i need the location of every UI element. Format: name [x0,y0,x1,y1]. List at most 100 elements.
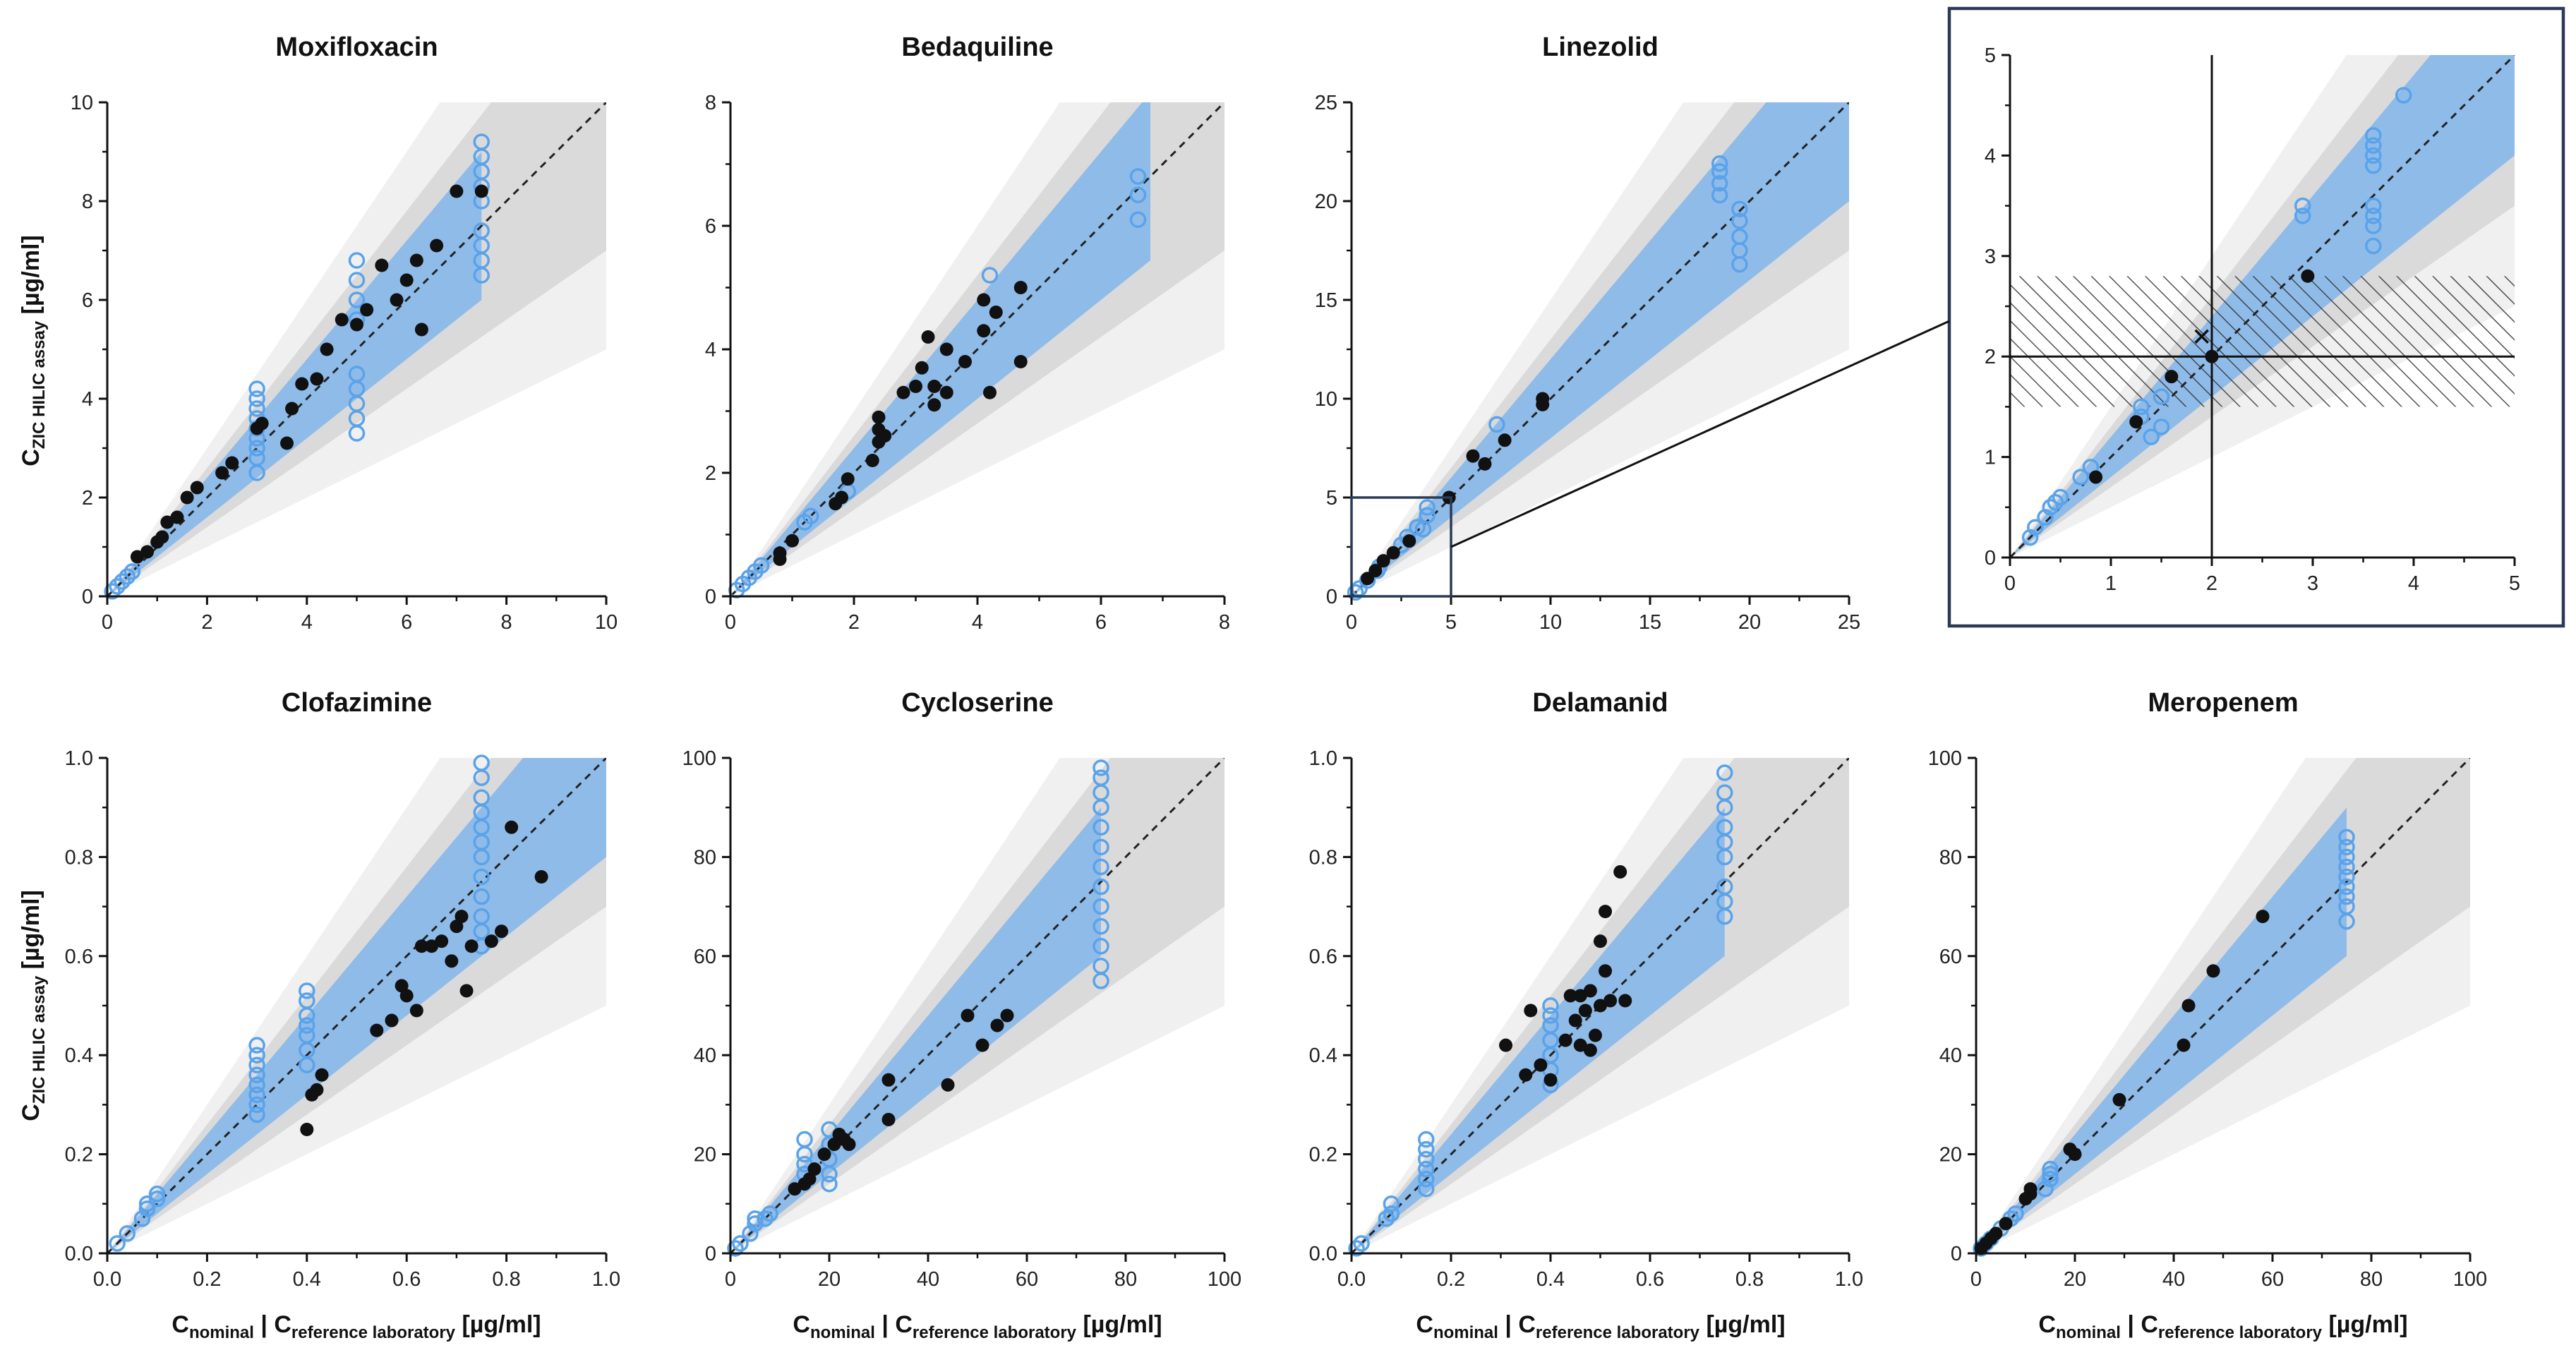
plot-area [1352,102,1849,596]
x-tick-label: 5 [1445,611,1457,634]
y-tick-label: 0.8 [65,846,93,869]
y-tick-label: 20 [1315,191,1337,213]
panel-3: 0 5 10 15 20 25 0 5 10 15 20 25 Linezolid [1315,32,1860,634]
plot-area [107,102,606,596]
x-tick-label: 0 [725,611,736,634]
y-label-subscript: ZIC HILIC assay [30,975,49,1104]
y-axis-label: CZIC HILIC assay [µg/ml] [18,890,49,1121]
panel-title: Moxifloxacin [275,32,438,62]
data-point-filled [215,466,229,480]
data-point-open [248,1076,265,1094]
data-point-filled [395,979,409,993]
panel-2: 0 2 4 6 8 0 2 4 6 8 Bedaquiline [705,32,1230,634]
data-point-open [2365,127,2382,144]
data-point-open [1716,878,1733,896]
data-point-open [802,507,819,524]
y-tick-label: 20 [1939,1144,1962,1167]
y-tick-label: 3 [1985,246,1996,268]
y-tick-label: 0 [82,586,93,608]
data-point-open [148,1191,166,1207]
panel-title: Bedaquiline [901,32,1053,62]
data-point-filled [1618,994,1632,1008]
data-point-filled [927,398,941,412]
x-tick-label: 5 [2509,572,2520,595]
data-point-filled [1466,449,1480,463]
x-tick-label: 0.4 [1536,1268,1565,1291]
data-point-filled [1603,994,1618,1008]
plot-area [107,758,606,1253]
x-label-unit: [µg/ml] [2322,1311,2408,1338]
data-point-filled [1583,1043,1597,1057]
data-point-filled [390,293,404,307]
y-tick-label: 100 [682,747,716,770]
data-point-open [2365,147,2382,164]
data-point-filled [802,1172,817,1186]
data-point-filled [909,380,922,393]
x-tick-label: 0.0 [93,1268,121,1291]
x-label-sub-reference: reference laboratory [913,1323,1077,1342]
data-point-open [727,1240,744,1257]
data-point-open [732,1235,749,1252]
data-point-filled [827,1138,841,1152]
y-tick-label: 4 [1985,145,1996,167]
data-point-filled [310,1083,324,1097]
data-point-open [1418,1180,1435,1198]
data-point-open [2338,858,2355,876]
x-tick-label: 4 [301,611,313,634]
data-point-open [2042,499,2059,516]
x-tick-label: 100 [2453,1268,2487,1291]
data-point-filled [130,550,144,564]
data-point-filled [1573,989,1587,1003]
data-point-open [2294,207,2311,224]
data-point-filled [1599,964,1613,978]
data-point-filled [915,361,929,375]
data-point-filled [2206,964,2220,978]
data-point-open [119,568,136,585]
x-tick-label: 0.8 [492,1268,520,1291]
data-point-filled [300,1123,314,1136]
x-label-main: C [171,1311,189,1338]
data-point-filled [399,273,414,287]
x-tick-label: 0.4 [293,1268,321,1291]
data-point-open [2338,868,2355,886]
data-point-filled [1013,281,1028,294]
data-point-filled [450,920,464,934]
panel-title: Delamanid [1532,688,1668,718]
y-label-unit: [µg/ml] [18,235,44,321]
y-tick-label: 5 [1985,44,1996,67]
data-point-open [2294,197,2311,215]
data-point-open [2338,878,2355,896]
x-axis-label: Cnominal | Creference laboratory [µg/ml] [793,1311,1162,1342]
x-tick-label: 8 [1219,611,1230,634]
y-tick-label: 60 [694,946,716,968]
y-tick-label: 0 [1326,586,1337,608]
data-point-filled [285,402,299,416]
x-label-sub-nominal: nominal [810,1323,875,1342]
data-point-filled [2205,349,2219,363]
data-point-open [1418,1131,1435,1148]
data-point-filled [788,1182,802,1196]
x-tick-label: 0 [2004,572,2016,595]
data-point-filled [1543,1073,1558,1087]
blue-acceptance-band [1352,807,1725,1253]
identity-line [1352,758,1849,1253]
data-point-filled [921,330,935,344]
data-point-open [2338,838,2355,856]
data-point-filled [455,910,469,924]
data-point-open [2007,1205,2024,1222]
x-label-sub-reference: reference laboratory [1536,1323,1700,1342]
data-point-open [109,1235,126,1252]
data-point-open [248,440,265,457]
panel-title: Linezolid [1542,32,1659,62]
data-point-filled [1558,1033,1572,1047]
data-point-filled [1594,934,1607,948]
data-point-open [2037,1180,2054,1198]
y-tick-label: 15 [1315,289,1337,312]
data-point-open [1418,1170,1435,1188]
data-point-filled [989,306,1003,319]
data-point-open [2338,848,2355,866]
data-point-filled [835,490,848,505]
data-point-filled [1519,1068,1533,1082]
data-point-open [1731,212,1748,229]
panel-title: Cycloserine [901,688,1053,718]
